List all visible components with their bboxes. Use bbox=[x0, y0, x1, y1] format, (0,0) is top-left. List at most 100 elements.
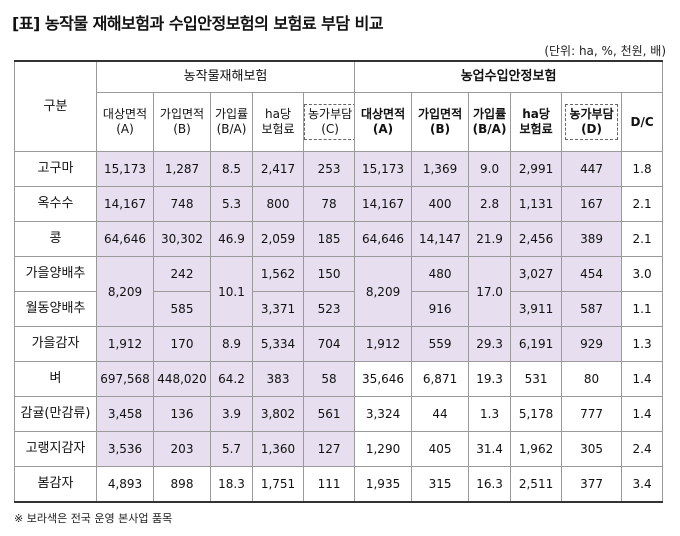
table-row: 고랭지감자 3,536 203 5.7 1,360 127 1,290 405 … bbox=[14, 431, 664, 467]
cell-merged: 8,209 bbox=[354, 256, 413, 327]
cell: 2.4 bbox=[621, 431, 664, 467]
cell: 587 bbox=[561, 291, 623, 327]
cell: 3.9 bbox=[210, 396, 253, 432]
cell: 800 bbox=[252, 186, 304, 222]
cell: 1,360 bbox=[252, 431, 304, 467]
cell: 253 bbox=[302, 151, 356, 187]
table-row: 콩 64,646 30,302 46.9 2,059 185 64,646 14… bbox=[14, 221, 664, 257]
cell: 1,912 bbox=[96, 326, 154, 362]
cell: 64,646 bbox=[96, 221, 154, 257]
cell: 5.3 bbox=[210, 186, 253, 222]
cell: 8.5 bbox=[210, 151, 253, 187]
cell: 377 bbox=[561, 466, 623, 503]
cell: 1,751 bbox=[252, 466, 304, 503]
cell: 1.3 bbox=[621, 326, 664, 362]
cell: 3,802 bbox=[252, 396, 304, 432]
cell: 167 bbox=[561, 186, 623, 222]
row-label: 봄감자 bbox=[14, 466, 97, 503]
table-row: 고구마 15,173 1,287 8.5 2,417 253 15,173 1,… bbox=[14, 151, 664, 187]
row-label: 벼 bbox=[14, 361, 97, 397]
cell: 2,059 bbox=[252, 221, 304, 257]
cell-merged: 17.0 bbox=[468, 256, 512, 327]
cell: 389 bbox=[561, 221, 623, 257]
table-row: 가을양배추 8,209 242 10.1 1,562 150 8,209 480… bbox=[14, 256, 664, 327]
cell: 3,536 bbox=[96, 431, 154, 467]
row-label: 가을양배추 bbox=[14, 256, 97, 292]
cell: 170 bbox=[153, 326, 211, 362]
cell: 559 bbox=[411, 326, 470, 362]
cell: 1,290 bbox=[354, 431, 413, 467]
cell-merged: 10.1 bbox=[210, 256, 253, 327]
cell: 14,167 bbox=[354, 186, 413, 222]
cell: 3,027 bbox=[510, 256, 563, 292]
cell: 3.0 bbox=[621, 256, 664, 292]
comparison-table: 구분 농작물재해보험 농업수입안정보험 대상면적 (A) 가입면적 (B) 가입률(… bbox=[14, 60, 664, 503]
cell: 1,935 bbox=[354, 466, 413, 503]
row-label: 고랭지감자 bbox=[14, 431, 97, 467]
cell: 777 bbox=[561, 396, 623, 432]
cell: 3,911 bbox=[510, 291, 563, 327]
header-target-area-1: 대상면적 (A) bbox=[96, 92, 154, 152]
cell: 1.1 bbox=[621, 291, 664, 327]
cell: 203 bbox=[153, 431, 211, 467]
header-group-crop-insurance: 농작물재해보험 bbox=[95, 60, 356, 93]
cell: 898 bbox=[153, 466, 211, 503]
header-group-income-insurance: 농업수입안정보험 bbox=[354, 60, 664, 93]
cell: 5,334 bbox=[252, 326, 304, 362]
row-label: 고구마 bbox=[14, 151, 97, 187]
cell: 46.9 bbox=[210, 221, 253, 257]
cell: 35,646 bbox=[354, 361, 413, 397]
cell: 454 bbox=[561, 256, 623, 292]
cell: 136 bbox=[153, 396, 211, 432]
cell: 150 bbox=[302, 256, 356, 292]
cell: 2.1 bbox=[621, 221, 664, 257]
cell: 8.9 bbox=[210, 326, 253, 362]
cell-merged: 8,209 bbox=[96, 256, 154, 327]
cell: 18.3 bbox=[210, 466, 253, 503]
cell: 3.4 bbox=[621, 466, 664, 503]
cell: 6,191 bbox=[510, 326, 563, 362]
table-row: 옥수수 14,167 748 5.3 800 78 14,167 400 2.8… bbox=[14, 186, 664, 222]
row-label: 월동양배추 bbox=[14, 291, 97, 327]
cell: 383 bbox=[252, 361, 304, 397]
cell: 2,456 bbox=[510, 221, 563, 257]
row-label: 콩 bbox=[14, 221, 97, 257]
header-enroll-rate-1: 가입률 (B/A) bbox=[210, 92, 253, 152]
cell: 5.7 bbox=[210, 431, 253, 467]
cell: 3,324 bbox=[354, 396, 413, 432]
cell: 400 bbox=[411, 186, 470, 222]
cell: 748 bbox=[153, 186, 211, 222]
cell: 80 bbox=[561, 361, 623, 397]
cell: 1,562 bbox=[252, 256, 304, 292]
row-label: 옥수수 bbox=[14, 186, 97, 222]
cell: 305 bbox=[561, 431, 623, 467]
cell: 2,511 bbox=[510, 466, 563, 503]
cell: 5,178 bbox=[510, 396, 563, 432]
cell: 19.3 bbox=[468, 361, 512, 397]
cell: 31.4 bbox=[468, 431, 512, 467]
header-enrolled-area-1: 가입면적 (B) bbox=[153, 92, 211, 152]
cell: 561 bbox=[302, 396, 356, 432]
cell: 29.3 bbox=[468, 326, 512, 362]
table-row: 가을감자 1,912 170 8.9 5,334 704 1,912 559 2… bbox=[14, 326, 664, 362]
page-title: [표] 농작물 재해보험과 수입안정보험의 보험료 부담 비교 bbox=[12, 14, 384, 33]
cell: 1,369 bbox=[411, 151, 470, 187]
cell: 585 bbox=[153, 291, 211, 327]
cell: 3,458 bbox=[96, 396, 154, 432]
header-enroll-rate-2: 가입률 (B/A) bbox=[468, 92, 512, 152]
row-label: 가을감자 bbox=[14, 326, 97, 362]
unit-label: (단위: ha, %, 천원, 배) bbox=[544, 44, 666, 58]
cell: 3,371 bbox=[252, 291, 304, 327]
cell: 6,871 bbox=[411, 361, 470, 397]
cell: 9.0 bbox=[468, 151, 512, 187]
cell: 15,173 bbox=[96, 151, 154, 187]
cell: 697,568 bbox=[96, 361, 154, 397]
cell: 4,893 bbox=[96, 466, 154, 503]
cell: 1,131 bbox=[510, 186, 563, 222]
cell: 44 bbox=[411, 396, 470, 432]
table-row: 감귤(만감류) 3,458 136 3.9 3,802 561 3,324 44… bbox=[14, 396, 664, 432]
cell: 1,912 bbox=[354, 326, 413, 362]
table-row: 월동양배추 585 3,371 523 916 3,911 587 1.1 bbox=[14, 291, 664, 327]
cell: 15,173 bbox=[354, 151, 413, 187]
cell: 30,302 bbox=[153, 221, 211, 257]
